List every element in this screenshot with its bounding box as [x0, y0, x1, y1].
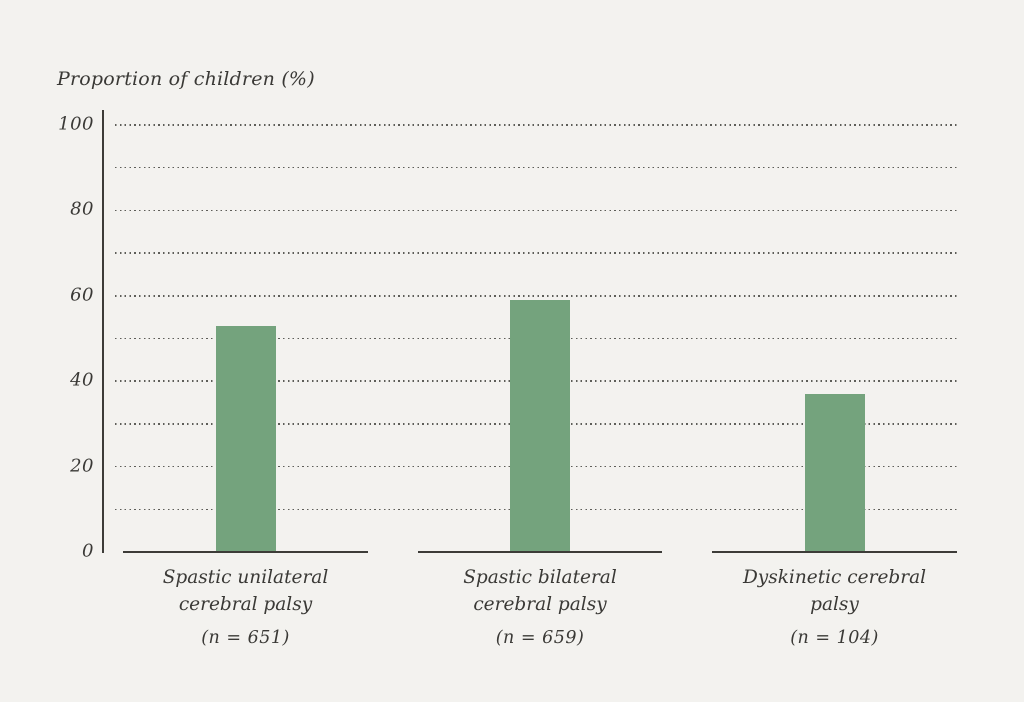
category-label-3: Dyskinetic cerebral palsy (n = 104) [705, 564, 965, 652]
y-tick-label-0: 0 [82, 540, 94, 562]
y-tick-label-60: 60 [70, 284, 94, 306]
category-label-line: cerebral palsy [473, 594, 607, 615]
baseline-segment-2 [418, 551, 662, 553]
category-label-line: Dyskinetic cerebral [742, 567, 927, 588]
y-tick-label-40: 40 [70, 369, 94, 391]
y-tick-label-20: 20 [70, 455, 94, 477]
bar-3 [804, 394, 865, 552]
y-axis-line [102, 110, 104, 553]
gridline-60 [115, 295, 957, 297]
category-label-line: Spastic unilateral [162, 567, 329, 588]
bar-1 [215, 325, 276, 552]
baseline-segment-1 [123, 551, 368, 553]
gridline-90 [115, 166, 957, 169]
bar-2 [510, 300, 570, 552]
category-label-line: cerebral palsy [178, 594, 313, 615]
gridline-70 [115, 252, 957, 254]
chart-title: Proportion of children (%) [57, 68, 315, 90]
category-label-line: Spastic bilateral [463, 567, 617, 588]
gridline-100 [115, 124, 957, 126]
category-label-2: Spastic bilateral cerebral palsy (n = 659) [410, 564, 670, 652]
category-n-label: (n = 104) [790, 628, 879, 648]
category-n-label: (n = 659) [495, 628, 585, 648]
y-tick-label-100: 100 [58, 113, 94, 135]
category-label-line: palsy [810, 594, 859, 615]
category-n-label: (n = 651) [201, 628, 290, 648]
category-label-1: Spastic unilateral cerebral palsy (n = 651… [116, 564, 376, 652]
gridline-80 [115, 209, 957, 212]
y-tick-label-80: 80 [70, 199, 94, 221]
baseline-segment-3 [712, 551, 957, 553]
